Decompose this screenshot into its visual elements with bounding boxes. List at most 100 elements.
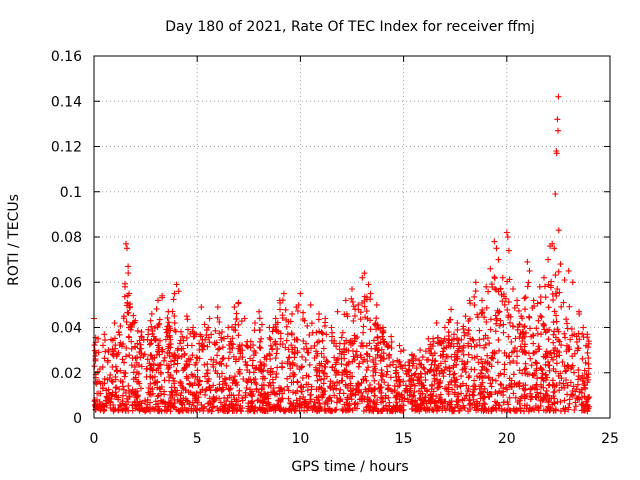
- roti-background-point: [573, 385, 580, 392]
- roti-background-point: [155, 400, 162, 407]
- roti-background-point: [138, 385, 144, 392]
- roti-background-point: [540, 384, 547, 391]
- roti-background-point: [417, 396, 424, 403]
- roti-background-point: [103, 397, 110, 404]
- roti-background-point: [200, 408, 207, 414]
- roti-background-point: [338, 334, 345, 341]
- roti-background-point: [498, 381, 505, 388]
- roti-background-point: [134, 393, 141, 400]
- roti-background-point: [535, 404, 542, 411]
- roti-background-point: [455, 345, 462, 352]
- roti-background-point: [489, 284, 496, 291]
- roti-point: [388, 333, 395, 340]
- roti-point: [301, 317, 308, 324]
- roti-background-point: [498, 291, 505, 298]
- roti-background-point: [357, 352, 364, 359]
- roti-background-point: [134, 378, 141, 385]
- roti-background-point: [178, 328, 184, 335]
- roti-background-point: [442, 358, 449, 365]
- roti-background-point: [170, 296, 177, 303]
- roti-background-point: [100, 342, 106, 349]
- roti-background-point: [522, 294, 529, 301]
- roti-background-point: [583, 371, 590, 378]
- roti-background-point: [221, 375, 228, 382]
- roti-background-point: [314, 377, 321, 384]
- roti-background-point: [279, 315, 286, 321]
- roti-background-point: [136, 337, 143, 344]
- roti-background-point: [113, 353, 120, 360]
- roti-background-point: [285, 346, 292, 353]
- roti-background-point: [482, 341, 489, 348]
- roti-background-point: [142, 408, 149, 415]
- roti-background-point: [421, 397, 427, 404]
- roti-background-point: [582, 385, 589, 392]
- roti-background-point: [377, 339, 384, 346]
- roti-background-point: [373, 315, 380, 322]
- roti-background-point: [402, 382, 409, 389]
- roti-background-point: [484, 352, 491, 359]
- roti-background-point: [505, 298, 512, 305]
- roti-background-point: [341, 367, 348, 374]
- roti-background-point: [257, 359, 264, 366]
- roti-background-point: [294, 387, 301, 394]
- roti-point: [448, 306, 455, 313]
- roti-background-point: [175, 408, 182, 415]
- roti-background-point: [315, 393, 322, 400]
- roti-point: [198, 304, 205, 311]
- roti-background-point: [459, 348, 465, 354]
- roti-background-point: [259, 397, 266, 404]
- roti-background-point: [332, 372, 339, 378]
- roti-background-point: [409, 406, 416, 413]
- roti-point: [289, 310, 296, 317]
- roti-background-point: [363, 342, 370, 349]
- roti-point: [417, 347, 424, 354]
- roti-background-point: [250, 369, 257, 376]
- roti-background-point: [178, 346, 185, 352]
- roti-background-point: [319, 337, 326, 344]
- roti-background-point: [440, 338, 447, 345]
- roti-background-point: [316, 373, 323, 380]
- roti-background-point: [219, 344, 226, 351]
- roti-background-point: [504, 306, 511, 313]
- roti-background-point: [242, 392, 249, 399]
- roti-background-point: [528, 394, 535, 401]
- roti-background-point: [550, 297, 557, 304]
- roti-background-point: [584, 374, 591, 381]
- y-tick-label: 0: [73, 411, 82, 427]
- x-axis-label: GPS time / hours: [291, 459, 408, 475]
- roti-background-point: [343, 311, 350, 318]
- roti-background-point: [347, 369, 354, 376]
- roti-background-point: [277, 385, 284, 392]
- roti-background-point: [412, 355, 419, 362]
- roti-background-point: [359, 358, 366, 365]
- roti-point: [171, 290, 178, 297]
- roti-background-point: [333, 385, 340, 392]
- roti-background-point: [337, 386, 344, 393]
- roti-background-point: [479, 306, 486, 313]
- roti-background-point: [239, 397, 246, 404]
- roti-background-point: [571, 407, 578, 413]
- roti-background-point: [247, 386, 254, 393]
- roti-background-point: [360, 329, 367, 336]
- roti-background-point: [274, 391, 280, 398]
- roti-background-point: [508, 383, 515, 390]
- roti-background-point: [285, 318, 292, 325]
- roti-background-point: [372, 369, 379, 376]
- roti-background-point: [527, 385, 534, 392]
- roti-background-point: [481, 314, 488, 321]
- roti-background-point: [475, 406, 482, 413]
- roti-background-point: [585, 344, 592, 351]
- roti-point: [425, 335, 432, 342]
- roti-background-point: [312, 405, 319, 412]
- roti-background-point: [151, 406, 158, 413]
- roti-background-point: [538, 331, 544, 338]
- roti-background-point: [320, 354, 327, 361]
- roti-background-point: [445, 339, 452, 346]
- roti-background-point: [193, 393, 200, 400]
- roti-background-point: [112, 373, 119, 380]
- roti-background-point: [233, 379, 240, 386]
- roti-background-point: [109, 378, 116, 385]
- roti-background-point: [453, 376, 460, 383]
- roti-background-point: [148, 352, 155, 359]
- roti-background-point: [114, 368, 121, 375]
